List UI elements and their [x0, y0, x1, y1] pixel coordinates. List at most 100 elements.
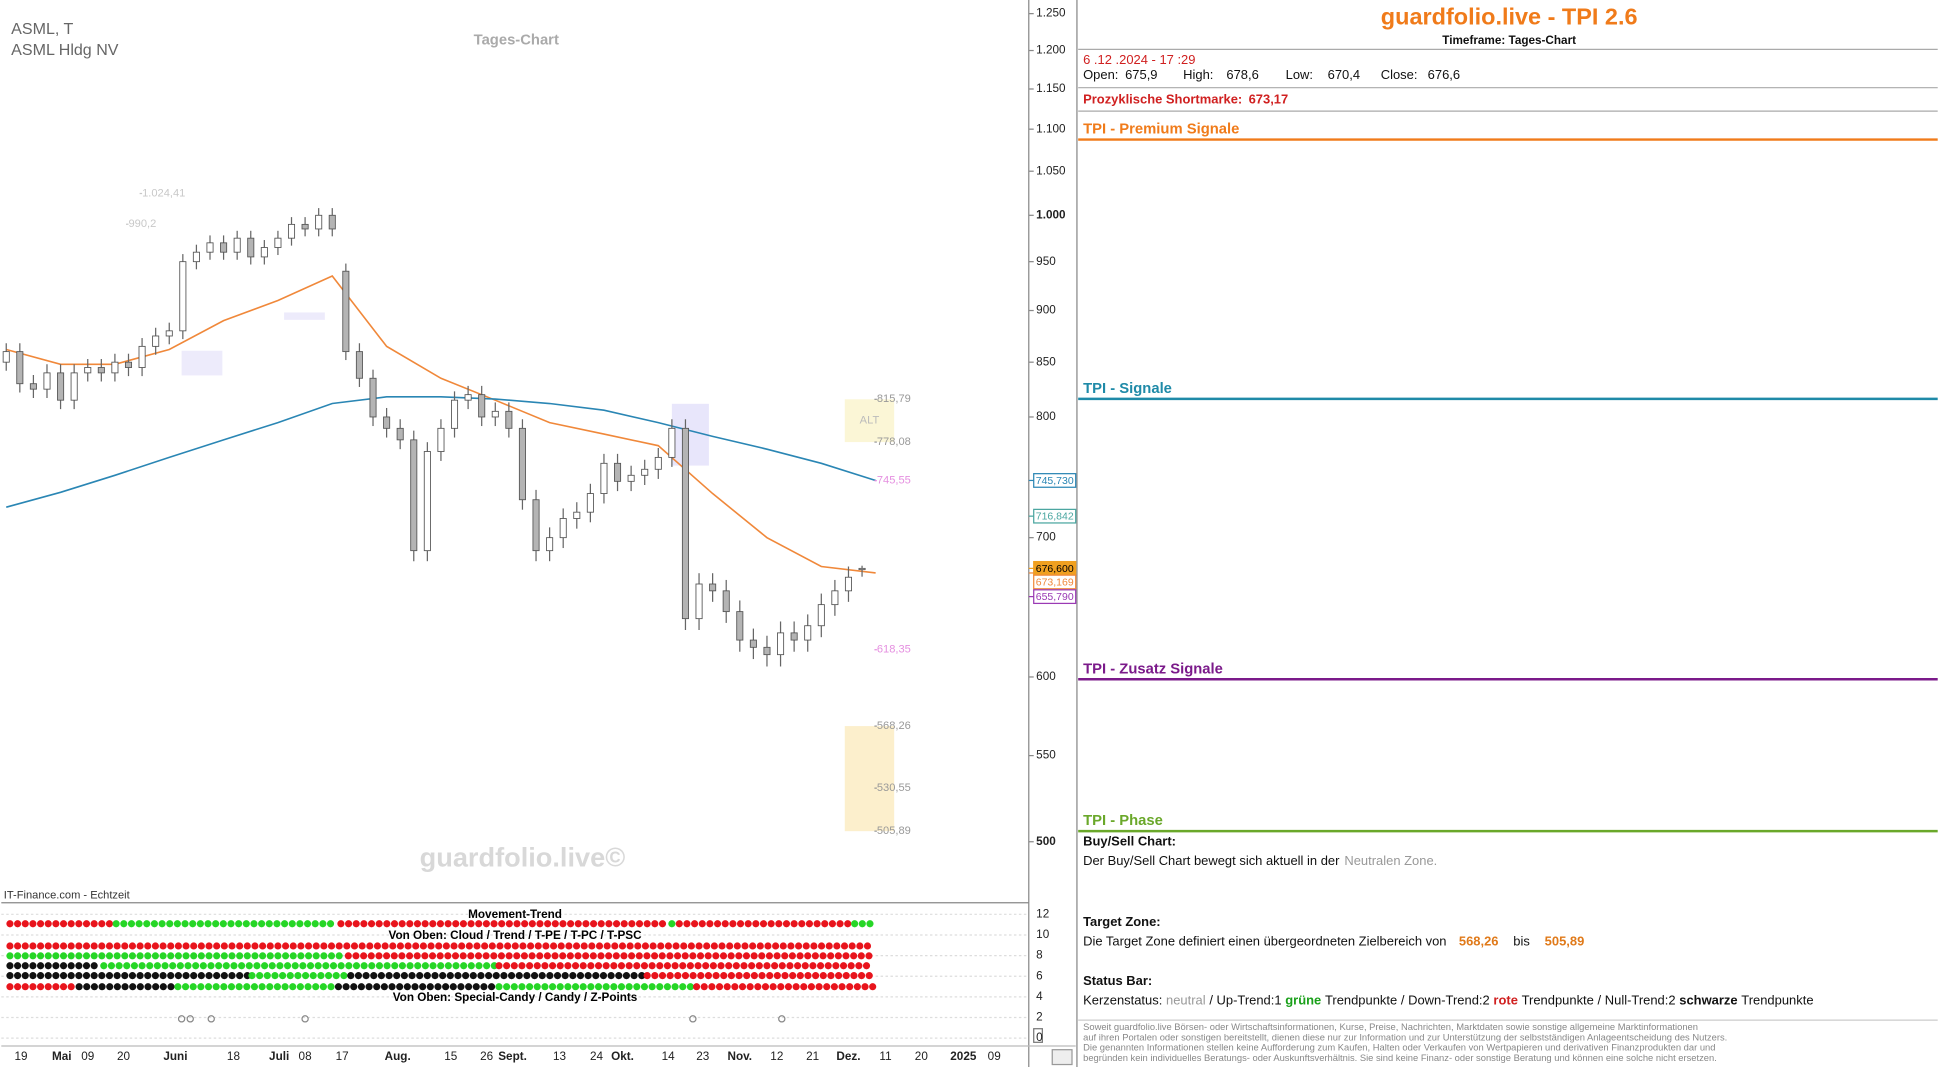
trend-dot [189, 983, 197, 991]
trend-dot [29, 942, 37, 950]
trend-dot [393, 972, 401, 980]
trend-dot [158, 920, 166, 928]
candle-body [804, 625, 812, 641]
trend-dot [213, 952, 221, 960]
trend-dot [190, 942, 198, 950]
trend-dot [75, 920, 83, 928]
trend-dot [698, 920, 706, 928]
zone-label: ALT [860, 415, 880, 427]
trend-dot [434, 983, 442, 991]
trend-dot [75, 983, 83, 991]
trend-dot [265, 920, 273, 928]
trend-dot [675, 920, 683, 928]
y-tick-label: 950 [1036, 255, 1056, 268]
toolbar-icon[interactable] [1051, 1049, 1073, 1066]
trend-dot [380, 983, 388, 991]
trend-dot [796, 952, 804, 960]
trend-dot [279, 972, 287, 980]
trend-dot [564, 983, 572, 991]
trend-dot [513, 952, 521, 960]
plot-area: ALT 1.024,41 990,2 815,79 778,08 745,55 618,35… [2, 187, 911, 837]
status-part: / Up-Trend:1 [1209, 993, 1281, 1008]
trend-dot [766, 972, 774, 980]
trend-dot [589, 920, 598, 928]
trend-dot [113, 972, 121, 980]
trend-dot [389, 942, 397, 950]
trend-dot [857, 972, 866, 980]
trend-dot [848, 942, 856, 950]
trend-dot [176, 962, 184, 970]
trend-dot [150, 920, 159, 928]
trend-dot [485, 972, 493, 980]
trend-dot [527, 942, 535, 950]
trend-dot [656, 962, 664, 970]
trend-dot [306, 962, 315, 970]
trend-dot [44, 942, 52, 950]
trend-dot [192, 962, 200, 970]
candle-body [43, 372, 51, 390]
trend-dot [574, 920, 582, 928]
candle-body [831, 590, 839, 606]
status-part: Kerzenstatus: [1083, 993, 1162, 1008]
trend-dot [617, 983, 626, 991]
trend-dot [302, 972, 310, 980]
trend-dot [377, 972, 385, 980]
timeframe-label: Tages-Chart [474, 33, 559, 49]
trend-dot [666, 972, 674, 980]
trend-dot [812, 972, 820, 980]
trend-dot [846, 983, 854, 991]
trend-dot [566, 952, 574, 960]
trend-dot [107, 962, 116, 970]
trend-dot [546, 972, 554, 980]
candle-body [464, 394, 472, 401]
trend-dot [809, 962, 817, 970]
trend-dot [184, 962, 192, 970]
level-label: 530,55 [877, 782, 911, 794]
ohlc-value: 675,9 [1125, 67, 1157, 82]
trend-dot [610, 962, 618, 970]
trend-dot [811, 952, 819, 960]
z-point [689, 1015, 697, 1023]
candle-body [355, 351, 363, 379]
trend-dot [332, 972, 340, 980]
trend-dot [169, 962, 177, 970]
y-tick-label: 1.100 [1036, 122, 1066, 135]
candle-body [315, 214, 323, 230]
trend-dot [663, 983, 672, 991]
trend-dot [14, 920, 22, 928]
trend-dot [112, 920, 120, 928]
trend-dot [442, 942, 450, 950]
trend-dot [345, 962, 353, 970]
trend-dot [357, 983, 365, 991]
candle-body [179, 261, 187, 332]
trend-dot [75, 942, 83, 950]
trend-dot [52, 952, 60, 960]
ohlc-label: Open: [1083, 67, 1118, 82]
trend-dot [641, 942, 650, 950]
trend-dot [390, 952, 398, 960]
trend-dot [735, 972, 743, 980]
trend-dot [268, 962, 276, 970]
ohlc-label: High: [1183, 67, 1213, 82]
x-tick-label: Mai [52, 1050, 72, 1063]
trend-dot [756, 942, 764, 950]
trend-dot [266, 983, 274, 991]
trend-dot [781, 952, 789, 960]
trend-dot [52, 920, 60, 928]
trend-dot [320, 952, 328, 960]
trend-dot [720, 972, 728, 980]
trend-dot [850, 972, 858, 980]
trend-dot [692, 983, 701, 991]
trend-dot [403, 983, 411, 991]
y-tick-label: 850 [1036, 355, 1056, 368]
section-title: TPI - Zusatz Signale [1083, 661, 1223, 677]
trend-dot [105, 972, 114, 980]
trend-dot [242, 920, 250, 928]
trend-dot [731, 983, 739, 991]
trend-dot [67, 920, 75, 928]
trend-dot [205, 972, 213, 980]
trend-dot [220, 942, 228, 950]
trend-dot [190, 972, 198, 980]
trend-dot [533, 962, 541, 970]
trend-dot [250, 983, 259, 991]
